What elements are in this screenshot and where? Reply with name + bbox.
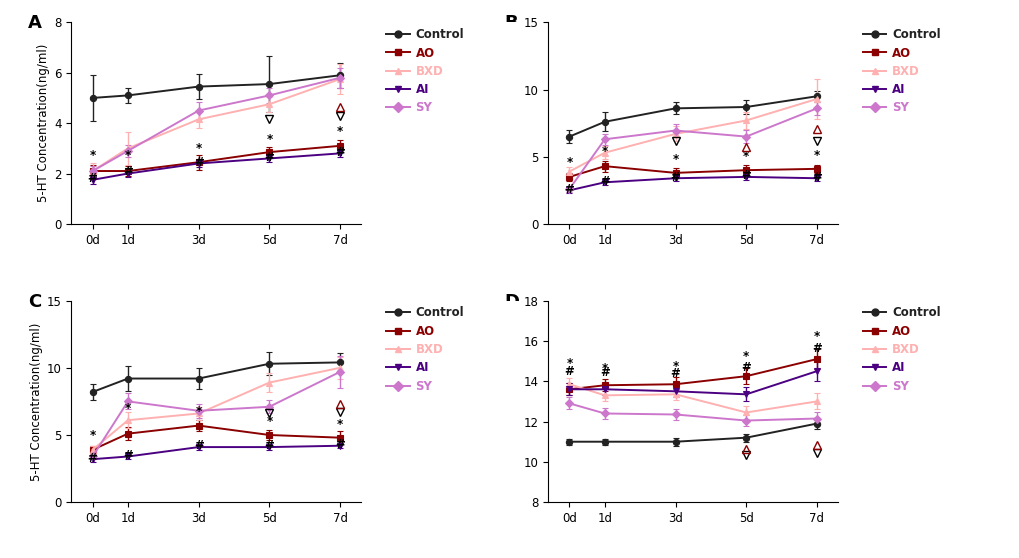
Text: *: *	[124, 149, 131, 162]
Text: #: #	[599, 175, 609, 187]
Text: *: *	[601, 362, 607, 375]
Text: #: #	[194, 156, 204, 169]
Text: C: C	[28, 292, 41, 310]
Text: *: *	[566, 357, 572, 370]
Text: *: *	[266, 415, 272, 429]
Text: #: #	[671, 367, 680, 380]
Text: *: *	[124, 402, 131, 415]
Text: *: *	[336, 125, 342, 138]
Text: #: #	[123, 165, 132, 178]
Text: *: *	[90, 149, 96, 162]
Text: *: *	[813, 330, 819, 343]
Text: #: #	[599, 366, 609, 379]
Text: B: B	[504, 15, 518, 32]
Text: #: #	[194, 440, 204, 453]
Text: *: *	[813, 149, 819, 162]
Text: *: *	[90, 429, 96, 442]
Text: #: #	[264, 440, 274, 453]
Legend: Control, AO, BXD, AI, SY: Control, AO, BXD, AI, SY	[862, 306, 941, 393]
Text: *: *	[566, 156, 572, 169]
Text: #: #	[335, 438, 344, 451]
Text: *: *	[743, 350, 749, 363]
Text: #: #	[264, 151, 274, 164]
Legend: Control, AO, BXD, AI, SY: Control, AO, BXD, AI, SY	[385, 306, 464, 393]
Legend: Control, AO, BXD, AI, SY: Control, AO, BXD, AI, SY	[385, 28, 464, 114]
Text: *: *	[196, 142, 202, 155]
Text: #: #	[811, 171, 821, 184]
Text: #: #	[88, 451, 98, 465]
Y-axis label: GABA Concentration(μmol/L): GABA Concentration(μmol/L)	[505, 316, 519, 487]
Y-axis label: 5-HT Concentration(ng/ml): 5-HT Concentration(ng/ml)	[506, 44, 519, 203]
Text: *: *	[601, 145, 607, 158]
Text: #: #	[565, 182, 574, 196]
Legend: Control, AO, BXD, AI, SY: Control, AO, BXD, AI, SY	[862, 28, 941, 114]
Text: #: #	[335, 146, 344, 159]
Text: *: *	[196, 405, 202, 417]
Text: D: D	[504, 292, 520, 310]
Text: *: *	[266, 133, 272, 146]
Text: *: *	[672, 153, 678, 166]
Text: #: #	[741, 361, 750, 374]
Text: #: #	[88, 172, 98, 185]
Y-axis label: 5-HT Concentration(ng/ml): 5-HT Concentration(ng/ml)	[30, 322, 43, 480]
Y-axis label: 5-HT Concentration(ng/ml): 5-HT Concentration(ng/ml)	[37, 44, 50, 203]
Text: #: #	[565, 365, 574, 378]
Text: #: #	[123, 449, 132, 462]
Text: #: #	[741, 169, 750, 182]
Text: *: *	[336, 418, 342, 431]
Text: *: *	[743, 151, 749, 163]
Text: *: *	[672, 360, 678, 373]
Text: #: #	[671, 171, 680, 184]
Text: #: #	[811, 342, 821, 355]
Text: A: A	[28, 15, 42, 32]
